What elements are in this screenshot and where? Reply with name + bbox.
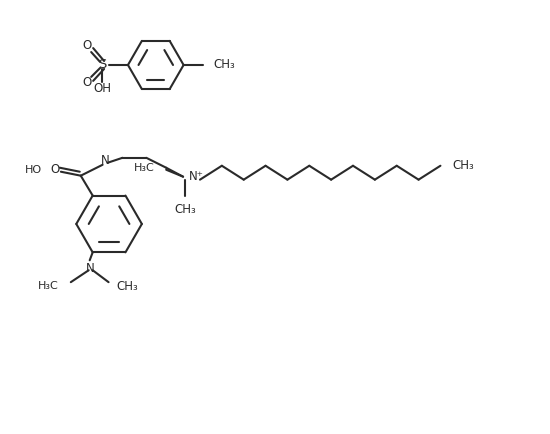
- Text: OH: OH: [93, 82, 111, 95]
- Text: H₃C: H₃C: [134, 163, 155, 173]
- Text: N: N: [86, 262, 95, 275]
- Text: CH₃: CH₃: [174, 203, 196, 216]
- Text: CH₃: CH₃: [213, 59, 235, 72]
- Text: CH₃: CH₃: [452, 159, 474, 172]
- Text: H₃C: H₃C: [38, 281, 59, 291]
- Text: O: O: [82, 76, 92, 89]
- Text: S: S: [98, 59, 106, 72]
- Text: CH₃: CH₃: [117, 279, 138, 293]
- Text: HO: HO: [25, 165, 42, 175]
- Text: N⁺: N⁺: [189, 170, 204, 183]
- Text: O: O: [82, 39, 92, 52]
- Text: N: N: [101, 154, 110, 167]
- Text: O: O: [50, 163, 59, 176]
